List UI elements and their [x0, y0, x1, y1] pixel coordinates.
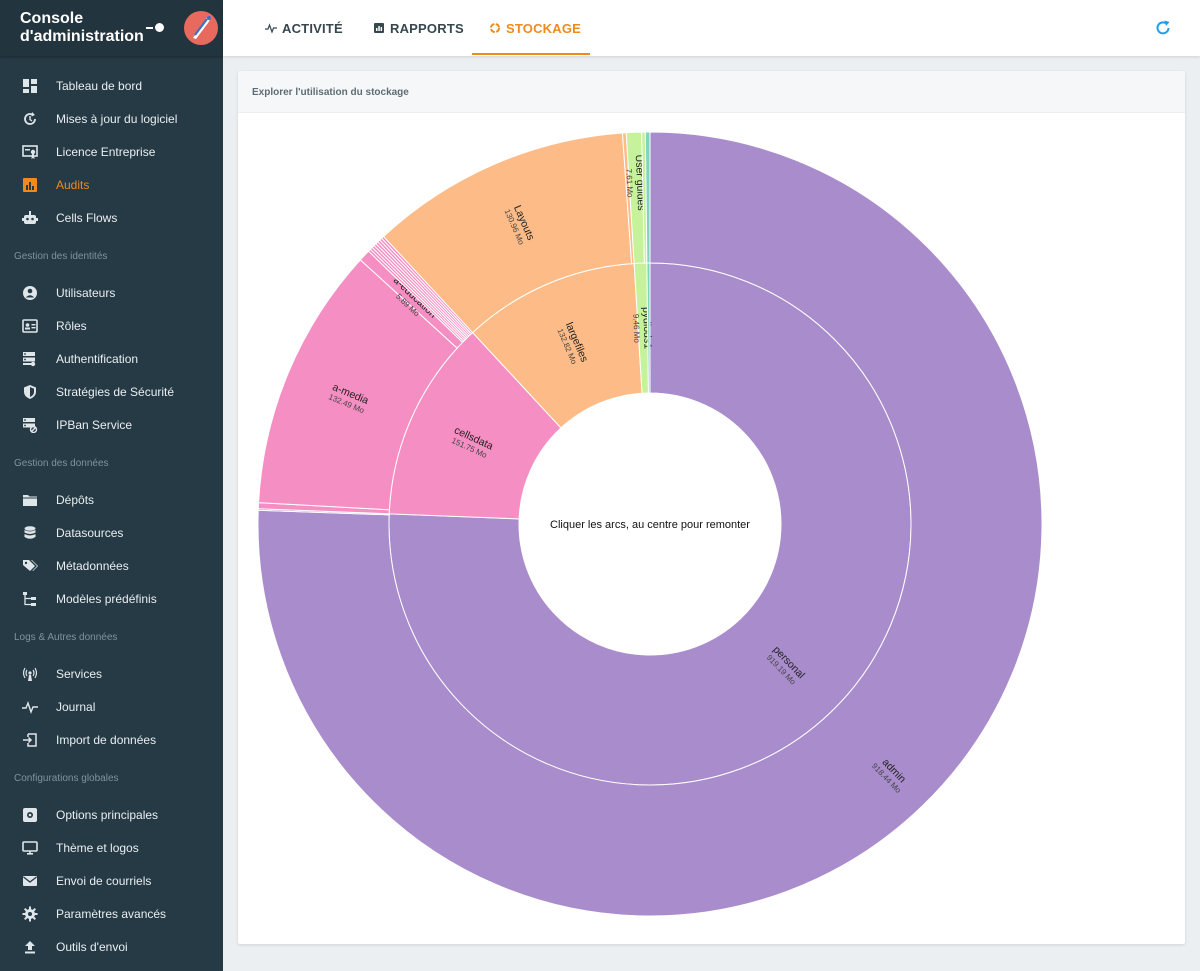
sidebar-item-label: Rôles	[56, 319, 87, 333]
sidebar-item-label: Import de données	[56, 733, 157, 747]
settings-box-icon	[23, 808, 37, 822]
sidebar-item-label: Paramètres avancés	[56, 907, 167, 921]
sidebar-item-label: Dépôts	[56, 493, 95, 507]
sidebar-item-security-policies[interactable]: Stratégies de Sécurité	[0, 376, 223, 408]
sidebar-item-roles[interactable]: Rôles	[0, 310, 223, 342]
tags-icon	[23, 560, 38, 571]
tab-label: STOCKAGE	[506, 20, 582, 36]
sidebar-item-label: Mises à jour du logiciel	[56, 112, 178, 126]
sidebar-item-label: Métadonnées	[56, 559, 129, 573]
tab-storage[interactable]: STOCKAGE	[489, 0, 581, 56]
update-icon	[24, 112, 36, 125]
sidebar-item-label: Datasources	[56, 526, 124, 540]
sidebar-item-theme[interactable]: Thème et logos	[0, 832, 223, 864]
sidebar-item-label: Envoi de courriels	[56, 874, 152, 888]
sidebar-item-license[interactable]: Licence Entreprise	[0, 136, 223, 168]
arc-outer-User-guides-size: 7.61 Mo	[624, 168, 634, 198]
active-tab-indicator	[472, 53, 590, 55]
sidebar-header: Console d'administration	[0, 0, 223, 56]
tab-reports[interactable]: RAPPORTS	[373, 0, 464, 56]
broadcast-icon	[22, 667, 38, 681]
tab-label: RAPPORTS	[390, 20, 464, 36]
report-icon	[374, 23, 384, 33]
sidebar-item-templates[interactable]: Modèles prédéfinis	[0, 583, 223, 615]
sidebar-item-label: Authentification	[56, 352, 139, 366]
section-title-global: Configurations globales	[14, 773, 119, 784]
sidebar-item-import[interactable]: Import de données	[0, 724, 223, 756]
sidebar-item-metadata[interactable]: Métadonnées	[0, 550, 223, 582]
sidebar-item-repositories[interactable]: Dépôts	[0, 484, 223, 516]
sidebar-item-label: IPBan Service	[56, 418, 133, 432]
sidebar-item-label: Stratégies de Sécurité	[56, 385, 175, 399]
gear-icon	[22, 906, 38, 922]
sunburst-center[interactable]	[519, 393, 781, 655]
sidebar-item-audits[interactable]: Audits	[0, 169, 223, 201]
arc-outer-slice-10-0[interactable]	[644, 131, 651, 264]
sidebar-item-label: Outils d'envoi	[56, 940, 128, 954]
refresh-icon[interactable]	[1153, 18, 1173, 38]
pulse-icon	[22, 700, 38, 715]
sidebar-item-users[interactable]: Utilisateurs	[0, 277, 223, 309]
sidebar-item-label: Audits	[56, 178, 90, 192]
sidebar-item-mail[interactable]: Envoi de courriels	[0, 865, 223, 897]
sidebar-item-label: Journal	[56, 700, 96, 714]
sidebar-item-services[interactable]: Services	[0, 658, 223, 690]
certificate-icon	[22, 145, 38, 159]
arc-inner-pydiods1-size: 9.46 Mo	[631, 314, 641, 344]
mail-icon	[23, 876, 37, 886]
sidebar-item-label: Cells Flows	[56, 211, 118, 225]
import-icon	[23, 733, 37, 747]
arc-inner-pydiods1-name: pydiods1	[640, 307, 654, 350]
center-hint: Cliquer les arcs, au centre pour remonte…	[550, 519, 750, 531]
sidebar-item-label: Tableau de bord	[56, 79, 143, 93]
sidebar-item-dashboard[interactable]: Tableau de bord	[0, 70, 223, 102]
sidebar-item-ipban[interactable]: IPBan Service	[0, 409, 223, 441]
dashboard-icon	[23, 79, 37, 93]
sidebar-item-cells-flows[interactable]: Cells Flows	[0, 202, 223, 234]
storage-card: Explorer l'utilisation du stockage perso…	[238, 71, 1185, 944]
sidebar: Console d'administration Tableau de bord…	[0, 0, 223, 971]
sidebar-item-datasources[interactable]: Datasources	[0, 517, 223, 549]
upload-icon	[25, 941, 35, 954]
app-title: Console d'administration	[20, 10, 144, 45]
monitor-icon	[22, 841, 38, 855]
tree-icon	[23, 592, 36, 606]
sidebar-item-updates[interactable]: Mises à jour du logiciel	[0, 103, 223, 135]
id-card-icon	[22, 319, 38, 333]
sidebar-item-journal[interactable]: Journal	[0, 691, 223, 723]
sidebar-item-authentication[interactable]: Authentification	[0, 343, 223, 375]
app-logo-icon	[184, 11, 218, 45]
section-title-data: Gestion des données	[14, 458, 109, 469]
tab-label: ACTIVITÉ	[282, 20, 343, 36]
pulse-icon	[265, 23, 277, 34]
storage-icon	[490, 23, 500, 33]
card-title: Explorer l'utilisation du stockage	[238, 71, 1185, 113]
robot-icon	[22, 211, 38, 224]
shield-icon	[24, 385, 36, 399]
database-icon	[24, 526, 36, 539]
top-bar: ACTIVITÉ RAPPORTS STOCKAGE	[223, 0, 1200, 56]
chart-icon	[23, 178, 37, 192]
sidebar-item-label: Modèles prédéfinis	[56, 592, 157, 606]
section-title-identities: Gestion des identités	[14, 251, 108, 262]
sidebar-item-label: Utilisateurs	[56, 286, 116, 300]
user-icon	[23, 286, 37, 300]
folder-icon	[23, 495, 37, 506]
server-block-icon	[23, 418, 38, 433]
sidebar-item-main-options[interactable]: Options principales	[0, 799, 223, 831]
sidebar-item-label: Thème et logos	[56, 841, 139, 855]
arc-outer-admin[interactable]	[257, 131, 1043, 917]
sidebar-item-upload-tools[interactable]: Outils d'envoi	[0, 931, 223, 963]
section-title-logs: Logs & Autres données	[14, 632, 118, 643]
server-key-icon	[23, 352, 36, 367]
sidebar-toggle-icon[interactable]	[146, 22, 164, 34]
sidebar-item-advanced[interactable]: Paramètres avancés	[0, 898, 223, 930]
sidebar-item-label: Services	[56, 667, 103, 681]
sidebar-item-label: Options principales	[56, 808, 159, 822]
tab-activity[interactable]: ACTIVITÉ	[265, 0, 343, 56]
sidebar-item-label: Licence Entreprise	[56, 145, 156, 159]
